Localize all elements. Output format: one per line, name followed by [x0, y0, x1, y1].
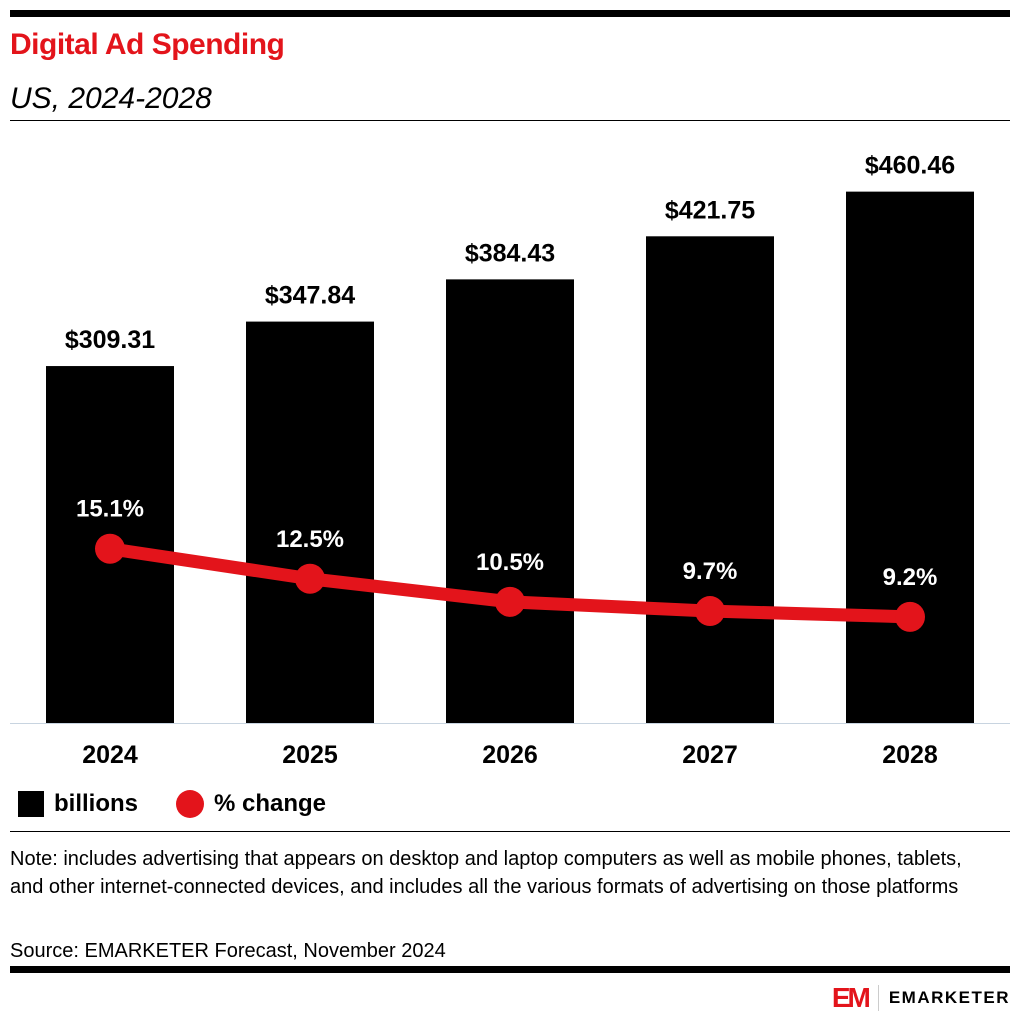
logo-word: EMARKETER	[888, 988, 1010, 1007]
source: Source: EMARKETER Forecast, November 202…	[10, 940, 446, 962]
bar-value-label: $460.46	[865, 152, 955, 180]
line-value-label: 9.2%	[883, 564, 938, 591]
x-tick-label: 2027	[682, 741, 738, 769]
bar-value-label: $384.43	[465, 239, 555, 267]
line-value-label: 10.5%	[476, 549, 544, 576]
chart-svg: $309.31 2024 $347.84 2025 $384.43 2026 $421.75…	[10, 152, 1010, 769]
top-rule	[10, 10, 1010, 17]
line-value-label: 9.7%	[683, 558, 738, 585]
bar-value-label: $421.75	[665, 196, 755, 224]
bar	[646, 236, 774, 723]
bar	[446, 279, 574, 723]
line-point	[495, 586, 525, 617]
bottom-rule	[10, 966, 1010, 973]
chart-title: Digital Ad Spending	[10, 28, 285, 61]
chart-subtitle: US, 2024-2028	[10, 82, 212, 115]
note: Note: includes advertising that appears …	[10, 848, 962, 898]
x-tick-label: 2026	[482, 741, 538, 769]
bar-value-label: $347.84	[265, 282, 355, 310]
header-rule	[10, 120, 1010, 121]
x-tick-label: 2025	[282, 741, 338, 769]
x-tick-label: 2028	[882, 741, 938, 769]
line-point	[295, 563, 325, 594]
emarketer-logo: EM EMARKETER	[832, 982, 1010, 1014]
legend-rule	[10, 831, 1010, 832]
line-point	[95, 533, 125, 564]
bar	[246, 321, 374, 723]
legend-bar-swatch	[18, 791, 44, 817]
legend-line-swatch	[176, 790, 204, 818]
line-point	[695, 596, 725, 627]
legend-bar-label: billions	[54, 790, 138, 817]
legend-line-label: % change	[214, 790, 327, 817]
line-point	[895, 601, 925, 632]
logo-mark: EM	[831, 982, 871, 1013]
legend-line: % change	[176, 790, 326, 818]
logo-separator	[877, 985, 879, 1011]
bar-value-label: $309.31	[65, 326, 155, 354]
line-value-label: 15.1%	[76, 496, 144, 523]
legend-bars: billions	[18, 790, 138, 818]
line-value-label: 12.5%	[276, 526, 344, 553]
x-tick-label: 2024	[82, 741, 138, 769]
bar	[846, 191, 974, 724]
